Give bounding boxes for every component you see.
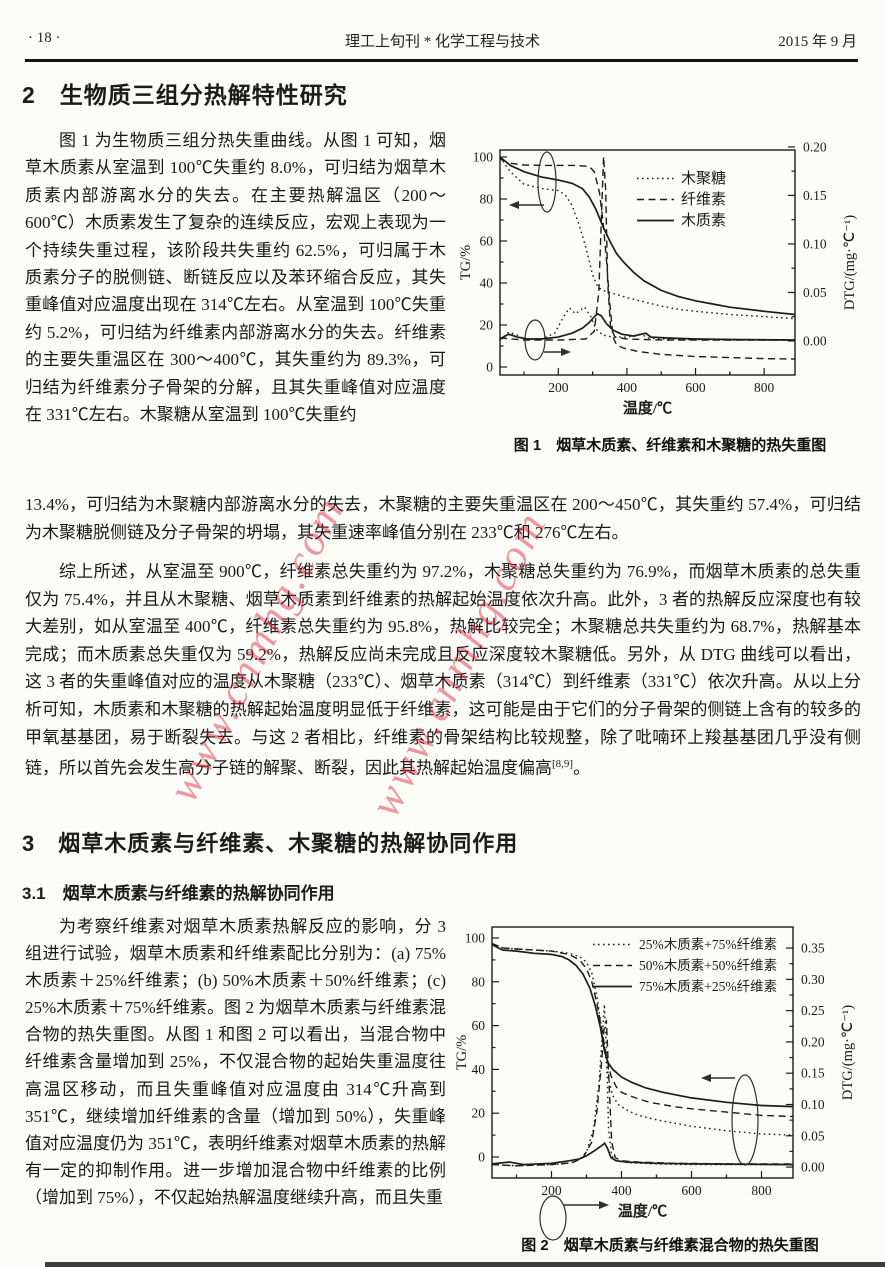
svg-text:0.30: 0.30	[801, 972, 825, 987]
svg-text:80: 80	[480, 192, 494, 207]
svg-text:75%木质素+25%纤维素: 75%木质素+25%纤维素	[639, 979, 777, 994]
section-2-heading: 2 生物质三组分热解特性研究	[22, 82, 348, 108]
figure1-tg-dtg-chart: 200 400 600 800 0 20 40 60 80 100 0.00 0.05 0.10 0.15…	[458, 139, 858, 417]
svg-text:600: 600	[685, 380, 706, 395]
svg-text:40: 40	[472, 1062, 486, 1077]
header-rule	[25, 59, 858, 62]
tg-curves-ellipse-marker	[731, 1074, 759, 1166]
svg-text:100: 100	[465, 931, 486, 946]
journal-title: 理工上旬刊 * 化学工程与技术	[344, 34, 540, 50]
svg-text:DTG/(mg·℃⁻¹): DTG/(mg·℃⁻¹)	[840, 1005, 856, 1100]
svg-text:800: 800	[754, 380, 775, 395]
series-dashed	[500, 156, 795, 341]
svg-text:0.10: 0.10	[803, 236, 827, 251]
svg-text:60: 60	[480, 234, 494, 249]
section-3-1-heading: 3.1 烟草木质素与纤维素的热解协同作用	[22, 884, 335, 903]
svg-text:0.20: 0.20	[803, 139, 827, 154]
section2-summary-paragraph: 综上所述，从室温至 900℃，纤维素总失重约为 97.2%，木聚糖总失重约为 7…	[25, 558, 861, 782]
figure1-axis-annotations	[509, 151, 571, 361]
tg-curves-ellipse-marker	[537, 151, 557, 213]
series-solid	[500, 156, 795, 316]
svg-text:温度/℃: 温度/℃	[618, 1202, 667, 1220]
svg-text:0.05: 0.05	[801, 1128, 825, 1143]
series-dashed	[500, 158, 795, 360]
section2-column-paragraph: 图 1 为生物质三组分热失重曲线。从图 1 可知，烟草木质素从室温到 100℃失…	[25, 131, 446, 425]
dtg-curves-ellipse-marker	[524, 319, 546, 361]
series-solid	[492, 943, 793, 1108]
svg-text:温度/℃: 温度/℃	[623, 399, 672, 417]
svg-text:0.25: 0.25	[801, 1003, 825, 1018]
svg-text:DTG/(mg·℃⁻¹): DTG/(mg·℃⁻¹)	[842, 215, 858, 310]
svg-text:0: 0	[486, 360, 493, 375]
citation-ref: [8,9]	[552, 758, 574, 771]
series-dotted	[500, 305, 795, 341]
svg-text:0: 0	[478, 1150, 485, 1165]
section3-column-paragraph: 为考察纤维素对烟草木质素热解反应的影响，分 3 组进行试验，烟草木质素和纤维素配…	[25, 917, 446, 1207]
svg-text:25%木质素+75%纤维素: 25%木质素+75%纤维素	[639, 937, 777, 952]
svg-text:木质素: 木质素	[681, 212, 726, 229]
svg-text:400: 400	[617, 380, 638, 395]
svg-text:木聚糖: 木聚糖	[681, 170, 726, 187]
svg-text:0.15: 0.15	[803, 188, 827, 203]
issue-date: 2015 年 9 月	[778, 34, 857, 50]
section-3-heading: 3 烟草木质素与纤维素、木聚糖的热解协同作用	[22, 831, 519, 856]
svg-text:40: 40	[480, 276, 494, 291]
summary-period: 。	[573, 758, 591, 778]
svg-text:0.20: 0.20	[801, 1034, 825, 1049]
svg-text:400: 400	[611, 1183, 632, 1198]
page-number: · 18 ·	[28, 30, 61, 46]
svg-text:50%木质素+50%纤维素: 50%木质素+50%纤维素	[639, 958, 777, 973]
scan-edge-line	[45, 1262, 885, 1267]
svg-text:200: 200	[541, 1183, 562, 1198]
series-dashed	[492, 942, 793, 1118]
series-solid	[500, 312, 795, 341]
series-dotted	[492, 942, 793, 1136]
svg-text:20: 20	[480, 318, 494, 333]
series-dotted	[500, 156, 795, 320]
figure2-axis-annotations	[539, 1074, 759, 1241]
figure2-tg-dtg-chart: 200 400 600 800 0 20 40 60 80 100 0.00 0.05 0.10 0.15…	[454, 926, 856, 1241]
section2-continued-paragraph: 13.4%，可归结为木聚糖内部游离水分的失去，木聚糖的主要失重温区在 200～4…	[25, 495, 861, 542]
left-arrowhead-icon	[509, 201, 519, 209]
svg-text:TG/%: TG/%	[454, 1035, 470, 1070]
svg-text:0.05: 0.05	[803, 285, 827, 300]
series-solid	[492, 1142, 793, 1166]
series-dotted	[492, 1004, 793, 1167]
right-arrowhead-icon	[561, 348, 571, 356]
dtg-curves-ellipse-marker	[539, 1195, 567, 1241]
svg-text:TG/%: TG/%	[458, 245, 474, 280]
svg-text:600: 600	[681, 1183, 702, 1198]
svg-text:0.00: 0.00	[801, 1160, 825, 1175]
svg-text:0.00: 0.00	[803, 333, 827, 348]
right-arrowhead-icon	[599, 1201, 609, 1209]
figure2-caption: 图 2 烟草木质素与纤维素混合物的热失重图	[521, 1237, 819, 1254]
svg-text:20: 20	[472, 1106, 486, 1121]
svg-text:800: 800	[751, 1183, 772, 1198]
svg-text:0.15: 0.15	[801, 1066, 825, 1081]
summary-text: 综上所述，从室温至 900℃，纤维素总失重约为 97.2%，木聚糖总失重约为 7…	[25, 562, 861, 778]
svg-text:0.10: 0.10	[801, 1097, 825, 1112]
figure1-caption: 图 1 烟草木质素、纤维素和木聚糖的热失重图	[513, 437, 827, 454]
svg-text:60: 60	[472, 1018, 486, 1033]
svg-text:200: 200	[548, 380, 569, 395]
svg-text:纤维素: 纤维素	[681, 191, 726, 208]
svg-text:80: 80	[472, 974, 486, 989]
svg-text:100: 100	[473, 150, 494, 165]
series-dashed	[492, 1019, 793, 1167]
left-arrowhead-icon	[701, 1074, 711, 1082]
svg-text:0.35: 0.35	[801, 941, 825, 956]
